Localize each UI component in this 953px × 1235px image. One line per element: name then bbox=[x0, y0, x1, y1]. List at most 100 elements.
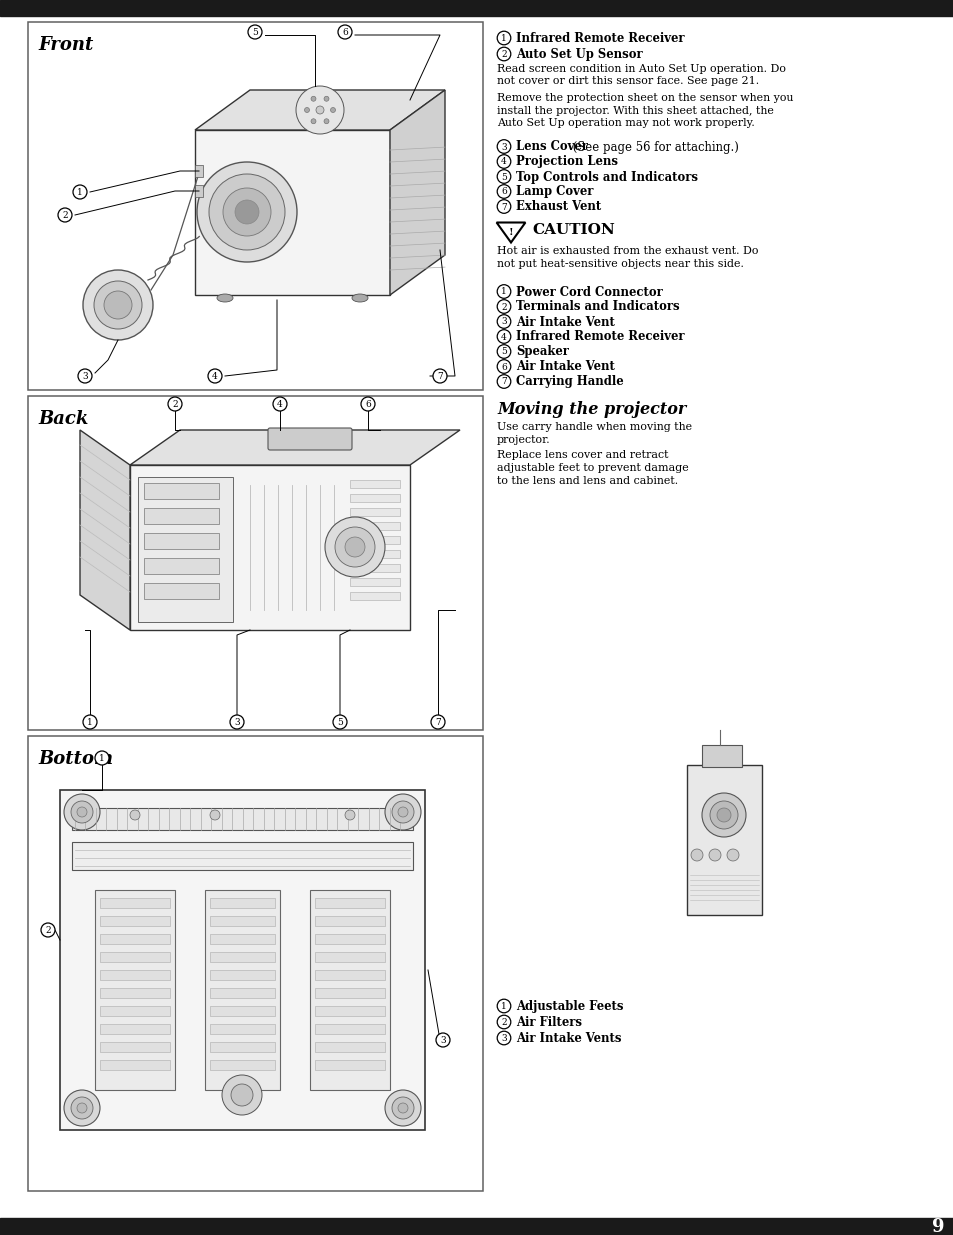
Bar bbox=[130, 466, 410, 630]
Circle shape bbox=[83, 715, 97, 729]
Text: Front: Front bbox=[38, 36, 93, 54]
Bar bbox=[205, 890, 280, 1091]
Text: 4: 4 bbox=[212, 372, 217, 382]
Text: 1: 1 bbox=[77, 188, 83, 198]
Circle shape bbox=[130, 810, 140, 820]
Text: Lens Cover: Lens Cover bbox=[516, 141, 587, 153]
Circle shape bbox=[222, 1074, 262, 1115]
Text: Auto Set Up Sensor: Auto Set Up Sensor bbox=[516, 48, 642, 61]
Bar bbox=[100, 952, 170, 962]
Circle shape bbox=[273, 396, 287, 411]
Circle shape bbox=[71, 1097, 92, 1119]
Circle shape bbox=[78, 369, 91, 383]
Circle shape bbox=[392, 802, 414, 823]
Text: 4: 4 bbox=[500, 332, 506, 342]
Bar bbox=[194, 165, 203, 177]
Polygon shape bbox=[497, 222, 525, 242]
Bar bbox=[144, 508, 219, 524]
FancyBboxPatch shape bbox=[28, 22, 482, 390]
Bar bbox=[350, 564, 399, 572]
Circle shape bbox=[94, 282, 142, 329]
Circle shape bbox=[248, 25, 262, 40]
Text: not put heat-sensitive objects near this side.: not put heat-sensitive objects near this… bbox=[497, 259, 743, 269]
Bar bbox=[144, 534, 219, 550]
Circle shape bbox=[311, 119, 315, 124]
Bar bbox=[210, 1042, 274, 1052]
Text: 6: 6 bbox=[500, 188, 506, 196]
Circle shape bbox=[168, 396, 182, 411]
Text: 2: 2 bbox=[500, 303, 506, 311]
Bar bbox=[210, 952, 274, 962]
Text: CAUTION: CAUTION bbox=[532, 222, 614, 236]
Bar bbox=[350, 536, 399, 543]
Circle shape bbox=[497, 1031, 510, 1045]
Text: Carrying Handle: Carrying Handle bbox=[516, 375, 623, 389]
Text: 2: 2 bbox=[172, 400, 177, 409]
Circle shape bbox=[397, 806, 408, 818]
Circle shape bbox=[497, 169, 510, 183]
Text: Air Intake Vent: Air Intake Vent bbox=[516, 361, 615, 373]
Text: 4: 4 bbox=[276, 400, 283, 409]
Bar bbox=[314, 969, 385, 981]
Circle shape bbox=[497, 1015, 510, 1029]
Circle shape bbox=[709, 802, 738, 829]
FancyBboxPatch shape bbox=[28, 736, 482, 1191]
Circle shape bbox=[497, 47, 510, 61]
Text: 6: 6 bbox=[500, 363, 506, 372]
Ellipse shape bbox=[352, 294, 368, 303]
Circle shape bbox=[717, 808, 730, 823]
Polygon shape bbox=[390, 90, 444, 295]
Circle shape bbox=[231, 1084, 253, 1107]
Bar bbox=[100, 916, 170, 926]
Circle shape bbox=[71, 802, 92, 823]
Text: Air Intake Vent: Air Intake Vent bbox=[516, 315, 615, 329]
Bar bbox=[100, 988, 170, 998]
Circle shape bbox=[497, 300, 510, 314]
Circle shape bbox=[324, 119, 329, 124]
Circle shape bbox=[83, 270, 152, 340]
Bar bbox=[310, 890, 390, 1091]
Circle shape bbox=[497, 315, 510, 329]
Text: 1: 1 bbox=[87, 718, 92, 727]
Ellipse shape bbox=[216, 294, 233, 303]
Text: Infrared Remote Receiver: Infrared Remote Receiver bbox=[516, 331, 684, 343]
Bar bbox=[138, 477, 233, 622]
Text: 3: 3 bbox=[500, 142, 506, 152]
Circle shape bbox=[497, 285, 510, 299]
Text: 3: 3 bbox=[500, 1034, 506, 1044]
Bar bbox=[350, 480, 399, 488]
Text: Back: Back bbox=[38, 410, 89, 429]
Bar bbox=[314, 1007, 385, 1016]
Text: Moving the projector: Moving the projector bbox=[497, 400, 685, 417]
Text: Bottom: Bottom bbox=[38, 750, 112, 768]
Bar bbox=[100, 1042, 170, 1052]
Circle shape bbox=[304, 107, 309, 112]
Text: 6: 6 bbox=[365, 400, 371, 409]
Circle shape bbox=[497, 330, 510, 343]
Circle shape bbox=[433, 369, 447, 383]
Text: 7: 7 bbox=[436, 372, 442, 382]
Circle shape bbox=[335, 527, 375, 567]
Text: 2: 2 bbox=[500, 1018, 506, 1028]
Text: !: ! bbox=[508, 227, 513, 237]
Bar bbox=[350, 522, 399, 530]
Text: 4: 4 bbox=[500, 158, 506, 167]
Circle shape bbox=[497, 185, 510, 199]
Bar bbox=[100, 898, 170, 908]
Circle shape bbox=[385, 794, 420, 830]
Text: Hot air is exhausted from the exhaust vent. Do: Hot air is exhausted from the exhaust ve… bbox=[497, 247, 758, 257]
Text: 7: 7 bbox=[435, 718, 440, 727]
Circle shape bbox=[397, 1103, 408, 1113]
Text: 9: 9 bbox=[931, 1218, 943, 1235]
Text: 5: 5 bbox=[252, 28, 257, 37]
Circle shape bbox=[360, 396, 375, 411]
Circle shape bbox=[690, 848, 702, 861]
Bar bbox=[144, 483, 219, 499]
Text: 5: 5 bbox=[500, 347, 506, 357]
FancyBboxPatch shape bbox=[268, 429, 352, 450]
Bar bbox=[314, 1042, 385, 1052]
Text: not cover or dirt this sensor face. See page 21.: not cover or dirt this sensor face. See … bbox=[497, 77, 759, 86]
Text: Lamp Cover: Lamp Cover bbox=[516, 185, 593, 199]
Text: 3: 3 bbox=[233, 718, 239, 727]
Bar bbox=[314, 1024, 385, 1034]
